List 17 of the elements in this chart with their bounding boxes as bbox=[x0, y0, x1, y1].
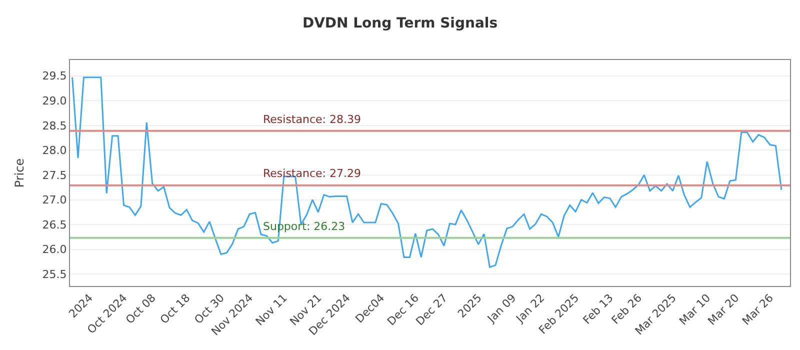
y-tick-label: 26.0 bbox=[42, 243, 67, 256]
y-tick-label: 29.5 bbox=[42, 70, 67, 83]
chart-title: DVDN Long Term Signals bbox=[302, 15, 498, 32]
y-tick-label: 29.0 bbox=[42, 94, 67, 108]
ref-line-label: Resistance: 28.39 bbox=[263, 113, 361, 126]
ref-line-label: Resistance: 27.29 bbox=[263, 167, 361, 180]
x-tick-label: Oct 18 bbox=[158, 292, 193, 327]
y-tick-label: 28.5 bbox=[42, 119, 67, 132]
x-tick-label: Nov 11 bbox=[253, 292, 290, 328]
y-axis-title: Price bbox=[12, 158, 27, 188]
y-tick-label: 28.0 bbox=[42, 144, 67, 158]
y-tick-label: 27.5 bbox=[42, 168, 67, 182]
line-series bbox=[72, 76, 782, 268]
y-tick-label: 26.5 bbox=[42, 218, 67, 232]
y-tick-label: 27.0 bbox=[42, 194, 67, 207]
x-tick-label: Mar 26 bbox=[740, 292, 776, 328]
y-tick-label: 25.5 bbox=[42, 268, 67, 281]
